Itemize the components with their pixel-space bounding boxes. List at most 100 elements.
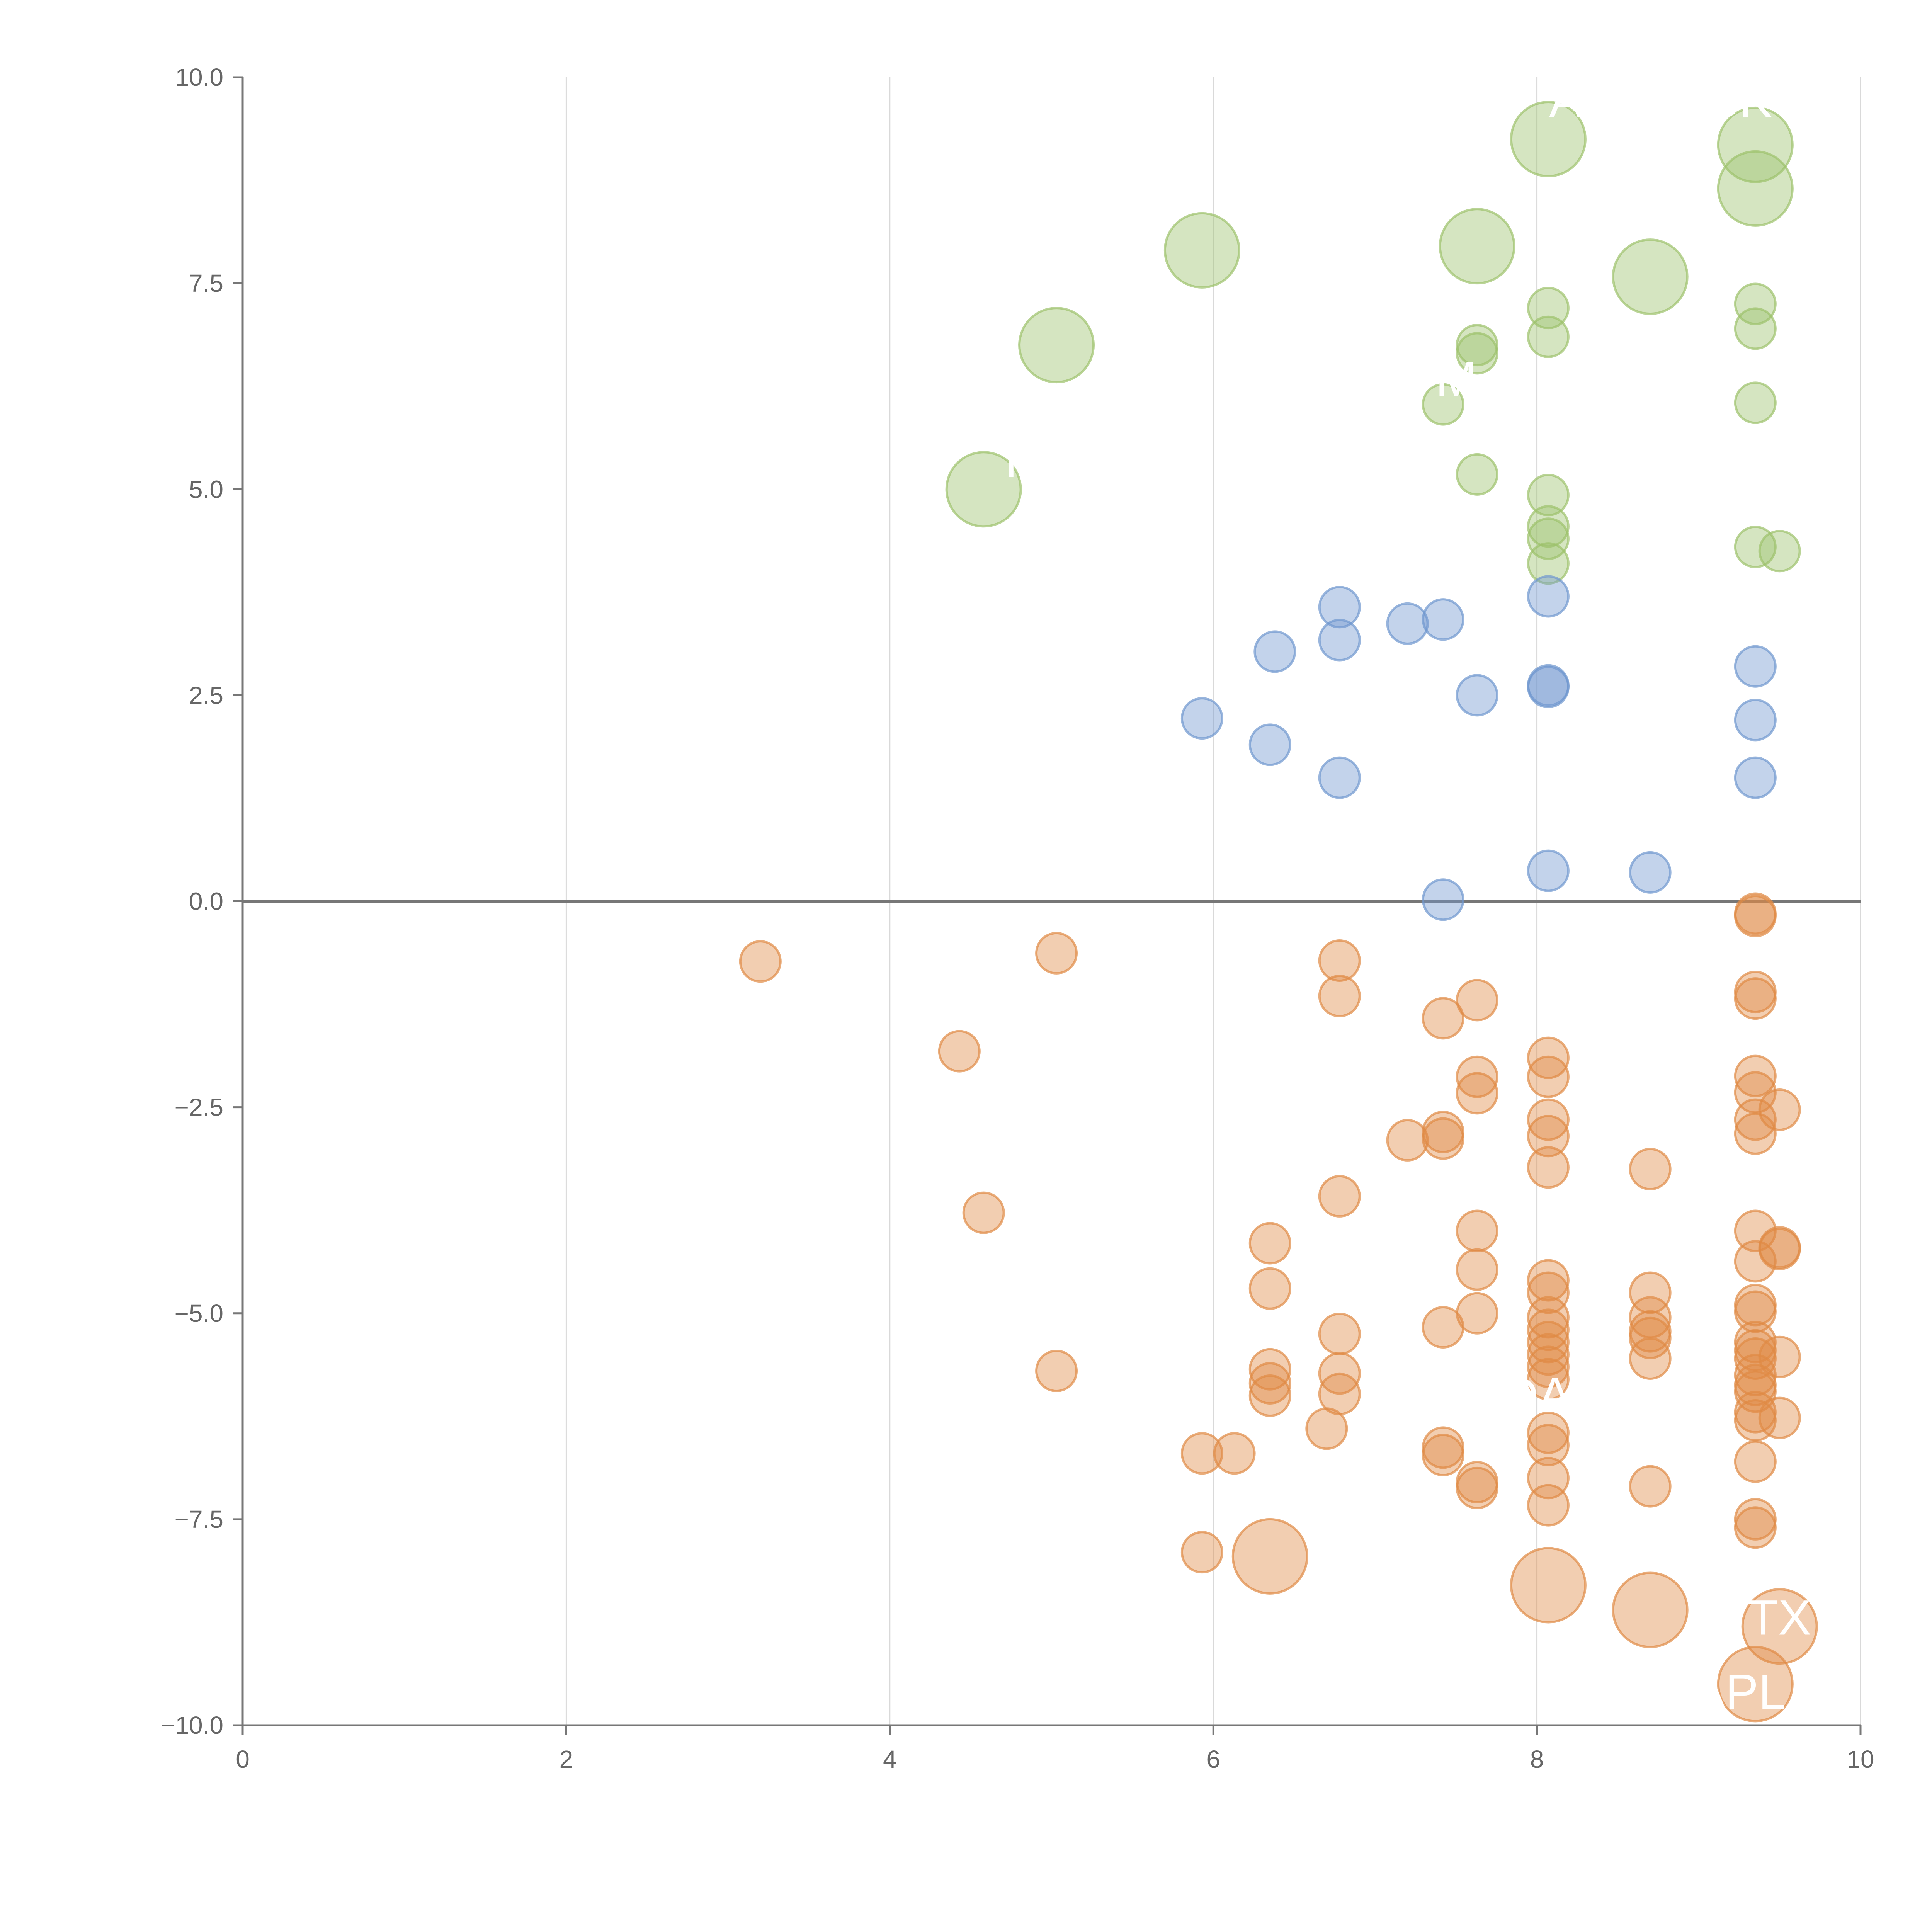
orange-bubble [1318, 975, 1361, 1017]
blue-bubble [1248, 723, 1291, 766]
y-tick-label: 2.5 [189, 681, 223, 709]
orange-bubble [1456, 1072, 1498, 1115]
x-tick-label: 6 [1206, 1745, 1220, 1773]
green-bubble [1456, 332, 1498, 375]
orange-bubble [1510, 1547, 1587, 1624]
bubble-label: AA [1549, 72, 1615, 128]
green-bubble [1612, 238, 1689, 315]
blue-bubble [1422, 878, 1464, 921]
green-bubble [945, 451, 1022, 528]
orange-bubble [1527, 1271, 1570, 1314]
orange-bubble [1248, 1362, 1291, 1405]
green-bubble [1527, 517, 1570, 560]
orange-bubble [1734, 1290, 1777, 1333]
blue-bubble [1318, 586, 1361, 629]
orange-bubble [1527, 1411, 1570, 1454]
tick-labels: 0 2 4 6 8 10 −10.0 −7.5 −5.0 −2.5 0.0 2.5 5.0 7.5 10.0 [161, 63, 1874, 1773]
blue-bubble [1318, 756, 1361, 799]
blue-bubble [1422, 598, 1464, 641]
x-tick-label: 2 [560, 1745, 573, 1773]
green-bubble [1439, 208, 1515, 285]
orange-bubble [1456, 1292, 1498, 1335]
orange-bubble [1422, 1434, 1464, 1476]
orange-bubble [1318, 939, 1361, 982]
bubble-label: TX [1748, 1590, 1811, 1645]
orange-bubble [1758, 1335, 1801, 1378]
green-bubble [1422, 383, 1464, 426]
orange-bubble [1758, 1228, 1801, 1270]
x-tick-label: 4 [883, 1745, 897, 1773]
orange-bubble [1734, 1098, 1777, 1141]
x-tick-label: 8 [1530, 1745, 1544, 1773]
orange-bubble [1386, 1119, 1429, 1162]
blue-bubble [1527, 575, 1570, 618]
blue-bubble [1734, 756, 1777, 799]
green-bubble [1734, 282, 1777, 325]
y-tick-label: −10.0 [161, 1711, 223, 1739]
orange-bubble [1734, 1209, 1777, 1252]
blue-bubble [1734, 645, 1777, 688]
orange-bubble [1527, 1115, 1570, 1158]
orange-bubble [1035, 1350, 1078, 1393]
axes [233, 76, 1862, 1735]
orange-bubble [1527, 1055, 1570, 1098]
green-bubble [1527, 505, 1570, 548]
orange-bubble [1758, 1088, 1801, 1131]
orange-bubble [938, 1030, 981, 1073]
orange-bubble [1734, 895, 1777, 937]
orange-bubble [1527, 1423, 1570, 1466]
orange-bubble [1527, 1321, 1570, 1364]
orange-bubble [1629, 1465, 1672, 1508]
green-bubble [1510, 100, 1587, 177]
orange-bubble [1629, 1148, 1672, 1190]
orange-bubble [1527, 1333, 1570, 1376]
green-bubble [1717, 106, 1794, 183]
orange-bubble [1456, 1248, 1498, 1291]
orange-bubble [1527, 1098, 1570, 1141]
orange-bubble [1734, 1440, 1777, 1483]
orange-bubble [1527, 1308, 1570, 1351]
orange-bubble [1318, 1313, 1361, 1355]
y-tick-label: 10.0 [175, 63, 223, 91]
blue-bubble [1318, 619, 1361, 662]
orange-bubble [1527, 1484, 1570, 1527]
data-points [739, 100, 1818, 1723]
orange-bubble [1629, 1271, 1672, 1314]
blue-bubble [1386, 602, 1429, 645]
orange-bubble [1734, 977, 1777, 1020]
bubble-label: APL [1692, 1664, 1786, 1719]
green-bubble [1163, 212, 1240, 289]
blue-bubble [1456, 674, 1498, 717]
orange-bubble [1527, 1358, 1570, 1401]
y-tick-label: −2.5 [175, 1094, 223, 1121]
orange-bubble [962, 1191, 1005, 1234]
green-bubble [1527, 542, 1570, 585]
orange-bubble [1318, 1372, 1361, 1415]
green-bubble [1527, 287, 1570, 330]
orange-bubble [1180, 1531, 1223, 1574]
bubble-label: DA [1503, 1368, 1571, 1423]
orange-bubble [1527, 1259, 1570, 1302]
blue-bubble [1527, 664, 1570, 707]
orange-bubble [1456, 979, 1498, 1022]
orange-bubble [1734, 1506, 1777, 1549]
green-bubble [1018, 307, 1095, 384]
orange-bubble [1734, 1354, 1777, 1396]
bubble-label: SK [1706, 72, 1772, 128]
blue-bubble [1629, 851, 1672, 894]
orange-bubble [1527, 1146, 1570, 1189]
orange-bubble [1248, 1267, 1291, 1310]
orange-bubble [1741, 1588, 1818, 1665]
y-tick-label: 5.0 [189, 475, 223, 503]
x-tick-label: 0 [236, 1745, 250, 1773]
orange-bubble [1717, 1646, 1794, 1723]
orange-bubble [1213, 1432, 1256, 1475]
bubble-labels: AA SK M I DA TX APL [1004, 72, 1811, 1719]
y-tick-label: −5.0 [175, 1299, 223, 1327]
green-bubble [1717, 150, 1794, 227]
orange-bubble [1456, 1209, 1498, 1252]
y-tick-label: 0.0 [189, 888, 223, 915]
orange-bubble [1612, 1571, 1689, 1648]
orange-bubble [1035, 932, 1078, 975]
